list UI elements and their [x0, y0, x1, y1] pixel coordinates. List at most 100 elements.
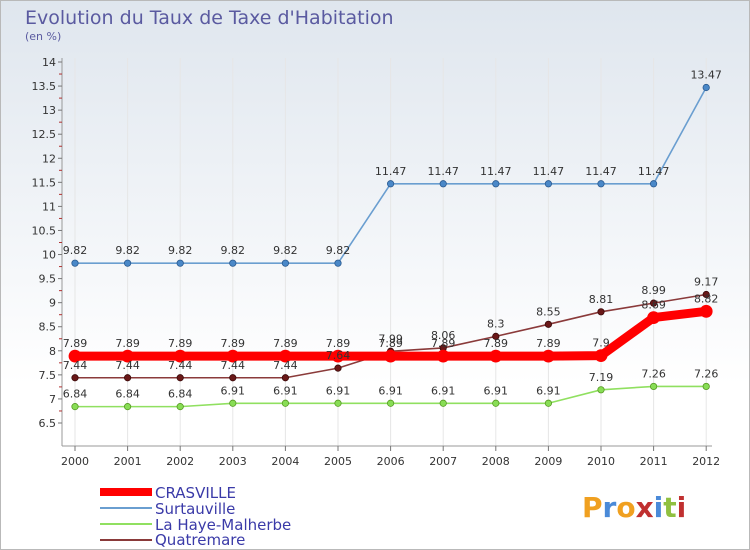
data-label: 6.91	[484, 384, 509, 397]
data-label: 9.82	[115, 244, 140, 257]
data-label: 7.89	[484, 337, 509, 350]
data-label: 6.84	[63, 388, 88, 401]
data-point	[71, 374, 79, 382]
data-point	[702, 290, 710, 299]
data-label: 7.9	[592, 337, 610, 350]
data-point	[649, 382, 658, 391]
data-label: 7.89	[115, 337, 140, 350]
legend-item-la-haye-malherbe: La Haye-Malherbe	[100, 516, 291, 534]
data-label: 11.47	[533, 165, 565, 178]
data-label: 6.84	[168, 388, 193, 401]
data-label: 7.64	[326, 349, 351, 362]
data-point	[544, 320, 553, 328]
y-tick-label: 7.5	[39, 369, 57, 382]
logo-letter: i	[654, 491, 664, 524]
data-point	[597, 386, 605, 394]
data-point	[334, 259, 342, 267]
data-label: 11.47	[480, 165, 512, 178]
legend-label-surtauville: Surtauville	[155, 500, 235, 518]
series-la-haye-malherbe	[71, 382, 710, 411]
data-label: 7.26	[694, 367, 719, 380]
data-point	[649, 299, 658, 307]
y-tick-label: 14	[42, 56, 56, 69]
data-point	[281, 374, 289, 382]
data-label: 7.99	[378, 332, 403, 345]
data-label: 7.44	[63, 359, 88, 372]
legend-label-quatremare: Quatremare	[155, 531, 245, 549]
logo-letter: t	[663, 491, 676, 524]
x-tick-label: 2005	[324, 455, 352, 468]
y-tick-label: 13	[42, 104, 56, 117]
data-label: 8.06	[431, 329, 456, 342]
y-tick-label: 8.5	[39, 321, 57, 334]
data-point	[124, 259, 132, 267]
data-point	[229, 374, 237, 382]
y-tick-label: 12	[42, 152, 56, 165]
logo-letter: P	[582, 491, 603, 524]
data-label: 8.82	[694, 292, 719, 305]
data-label: 8.69	[641, 299, 666, 312]
data-point	[647, 311, 660, 324]
data-label: 11.47	[585, 165, 617, 178]
legend-label-crasville: CRASVILLE	[155, 484, 236, 502]
data-point	[492, 332, 500, 340]
data-point	[71, 259, 79, 267]
data-label: 7.44	[115, 359, 140, 372]
data-label: 7.89	[536, 337, 561, 350]
data-point	[542, 349, 555, 363]
data-point	[594, 349, 608, 363]
chart-title: Evolution du Taux de Taxe d'Habitation	[25, 7, 394, 29]
data-label: 7.44	[273, 359, 298, 372]
data-label: 11.47	[375, 165, 407, 178]
x-tick-label: 2002	[166, 455, 194, 468]
data-label: 6.91	[221, 384, 246, 397]
data-point	[492, 399, 500, 407]
series-crasville	[68, 304, 713, 363]
proxiti-logo: Proxiti	[582, 491, 686, 524]
data-point	[386, 180, 395, 188]
data-label: 7.44	[221, 359, 246, 372]
data-point	[229, 399, 237, 407]
x-tick-label: 2001	[114, 455, 142, 468]
data-point	[439, 399, 447, 407]
data-label: 7.89	[168, 337, 193, 350]
data-point	[702, 83, 710, 92]
legend-item-crasville: CRASVILLE	[100, 484, 236, 502]
data-label: 7.44	[168, 359, 193, 372]
data-label: 11.47	[638, 165, 670, 178]
y-tick-label: 11	[42, 200, 56, 213]
data-point	[278, 349, 292, 363]
data-point	[386, 399, 395, 407]
legend: CRASVILLE Surtauville La Haye-Malherbe Q…	[100, 484, 291, 549]
data-point	[334, 399, 342, 407]
data-label: 9.82	[273, 244, 298, 257]
data-point	[436, 349, 450, 363]
data-label: 8.99	[641, 284, 666, 297]
data-label: 6.91	[378, 384, 403, 397]
y-tick-label: 8	[49, 345, 56, 358]
legend-label-la-haye-malherbe: La Haye-Malherbe	[155, 516, 291, 534]
x-tick-labels: 2000 2001 2002 2003 2004 2005 2006 2007 2008 2009…	[61, 455, 720, 468]
data-point	[281, 259, 289, 267]
data-point	[492, 180, 500, 188]
logo-letter: r	[603, 491, 617, 524]
data-label: 7.89	[378, 337, 403, 350]
data-point	[281, 399, 289, 407]
data-point	[71, 403, 79, 411]
data-point	[489, 349, 503, 363]
x-tick-label: 2007	[429, 455, 457, 468]
data-label: 7.89	[273, 337, 298, 350]
logo-letter: o	[616, 491, 635, 524]
data-label: 13.47	[690, 69, 722, 82]
y-tick-label: 13.5	[32, 80, 57, 93]
series-surtauville	[71, 83, 710, 267]
x-tick-label: 2010	[587, 455, 615, 468]
data-point	[702, 382, 710, 391]
y-tick-label: 11.5	[32, 176, 57, 189]
data-point	[597, 308, 605, 316]
y-tick-label: 10	[42, 249, 56, 262]
data-point	[176, 403, 184, 411]
data-point	[226, 349, 240, 363]
data-label: 9.82	[326, 244, 351, 257]
